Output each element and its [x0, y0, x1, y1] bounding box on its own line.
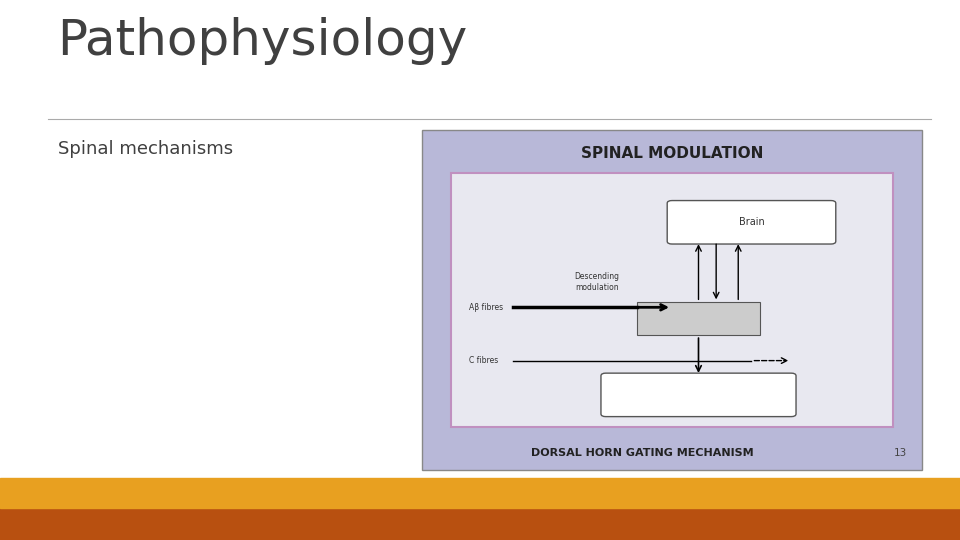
FancyBboxPatch shape	[451, 173, 893, 427]
Bar	[0, 508, 960, 540]
FancyBboxPatch shape	[422, 130, 922, 470]
Text: C fibres: C fibres	[468, 356, 498, 365]
Text: DORSAL HORN GATING MECHANISM: DORSAL HORN GATING MECHANISM	[531, 448, 754, 458]
Text: 13: 13	[894, 448, 907, 458]
Text: Pathophysiology: Pathophysiology	[58, 17, 468, 65]
FancyBboxPatch shape	[667, 200, 836, 244]
Text: Spinal mechanisms: Spinal mechanisms	[58, 140, 232, 158]
Text: Aβ fibres: Aβ fibres	[468, 303, 503, 312]
FancyBboxPatch shape	[601, 373, 796, 417]
Text: Brain: Brain	[738, 217, 764, 227]
Bar	[0, 478, 960, 508]
Text: Descending
modulation: Descending modulation	[574, 272, 619, 292]
Text: SPINAL MODULATION: SPINAL MODULATION	[581, 146, 763, 161]
FancyBboxPatch shape	[636, 302, 760, 335]
